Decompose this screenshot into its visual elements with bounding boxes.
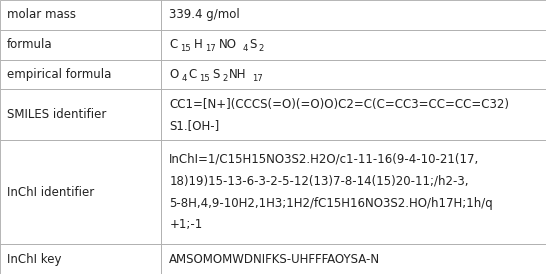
Bar: [161, 89, 546, 140]
Bar: [0, 59, 161, 89]
Bar: [0, 89, 161, 140]
Text: H: H: [194, 38, 203, 51]
Bar: [0, 244, 161, 274]
Text: 2: 2: [259, 44, 264, 53]
Text: NH: NH: [229, 68, 247, 81]
Text: formula: formula: [7, 38, 52, 51]
Text: AMSOMOMWDNIFKS-UHFFFAOYSA-N: AMSOMOMWDNIFKS-UHFFFAOYSA-N: [169, 253, 381, 266]
Text: S: S: [249, 38, 257, 51]
Bar: [161, 59, 546, 89]
Text: 4: 4: [181, 74, 187, 83]
Bar: [161, 0, 546, 30]
Text: 17: 17: [252, 74, 263, 83]
Text: 339.4 g/mol: 339.4 g/mol: [169, 8, 240, 21]
Text: empirical formula: empirical formula: [7, 68, 111, 81]
Text: 15: 15: [199, 74, 210, 83]
Text: 2: 2: [222, 74, 228, 83]
Text: C: C: [169, 38, 177, 51]
Text: InChI=1/C15H15NO3S2.H2O/c1-11-16(9-4-10-21(17,: InChI=1/C15H15NO3S2.H2O/c1-11-16(9-4-10-…: [169, 153, 479, 166]
Text: 18)19)15-13-6-3-2-5-12(13)7-8-14(15)20-11;/h2-3,: 18)19)15-13-6-3-2-5-12(13)7-8-14(15)20-1…: [169, 175, 469, 188]
Text: InChI identifier: InChI identifier: [7, 185, 94, 199]
Text: O: O: [169, 68, 179, 81]
Bar: [161, 244, 546, 274]
Text: InChI key: InChI key: [7, 253, 61, 266]
Bar: [161, 30, 546, 59]
Text: NO: NO: [219, 38, 237, 51]
Bar: [0, 140, 161, 244]
Text: molar mass: molar mass: [7, 8, 75, 21]
Text: 17: 17: [205, 44, 216, 53]
Bar: [0, 0, 161, 30]
Text: S: S: [212, 68, 220, 81]
Text: CC1=[N+](CCCS(=O)(=O)O)C2=C(C=CC3=CC=CC=C32): CC1=[N+](CCCS(=O)(=O)O)C2=C(C=CC3=CC=CC=…: [169, 98, 509, 110]
Text: 15: 15: [180, 44, 191, 53]
Text: 4: 4: [242, 44, 247, 53]
Text: 5-8H,4,9-10H2,1H3;1H2/fC15H16NO3S2.HO/h17H;1h/q: 5-8H,4,9-10H2,1H3;1H2/fC15H16NO3S2.HO/h1…: [169, 196, 493, 210]
Text: C: C: [188, 68, 197, 81]
Text: SMILES identifier: SMILES identifier: [7, 108, 106, 121]
Text: +1;-1: +1;-1: [169, 218, 203, 232]
Bar: [161, 140, 546, 244]
Bar: [0, 30, 161, 59]
Text: S1.[OH-]: S1.[OH-]: [169, 119, 219, 132]
